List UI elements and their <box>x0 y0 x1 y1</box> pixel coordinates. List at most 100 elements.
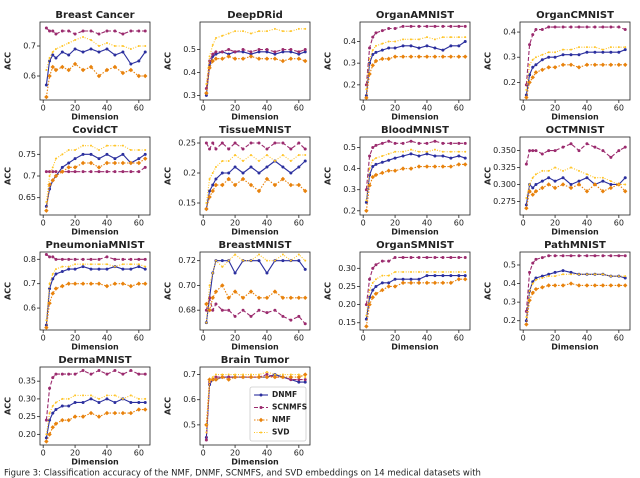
marker <box>288 374 294 380</box>
marker <box>524 95 529 100</box>
x-axis-label: Dimension <box>71 458 119 467</box>
marker <box>463 40 467 43</box>
marker <box>297 52 301 56</box>
marker <box>524 322 529 327</box>
x-tick-label: 60 <box>294 449 304 458</box>
y-tick-label: 0.4 <box>343 37 356 46</box>
marker <box>273 373 276 376</box>
marker <box>371 146 375 150</box>
series-line <box>205 141 306 151</box>
marker <box>401 277 405 281</box>
marker <box>60 29 64 33</box>
marker <box>121 45 124 47</box>
panel-title: PneumoniaMNIST <box>46 240 145 251</box>
series-line <box>525 283 626 325</box>
marker <box>433 274 437 278</box>
marker <box>577 149 581 153</box>
marker <box>367 71 372 77</box>
x-tick-label: 60 <box>614 219 624 228</box>
y-axis-label: ACC <box>4 282 13 300</box>
marker <box>417 141 421 145</box>
marker <box>534 257 538 261</box>
marker <box>380 56 385 62</box>
marker <box>89 29 93 33</box>
marker <box>97 45 100 47</box>
marker <box>280 58 286 64</box>
marker <box>51 255 55 259</box>
y-tick-label: 0.35 <box>18 377 36 386</box>
marker <box>211 43 214 46</box>
marker <box>105 47 109 51</box>
marker <box>137 149 140 151</box>
marker <box>449 255 453 259</box>
x-tick-label: 20 <box>70 219 80 228</box>
marker <box>113 394 116 397</box>
x-tick-label: 0 <box>361 334 366 343</box>
series-line <box>525 143 626 165</box>
marker <box>221 34 224 37</box>
marker <box>432 54 438 59</box>
marker <box>617 25 621 29</box>
marker <box>623 189 628 194</box>
marker <box>220 171 224 175</box>
marker <box>463 255 467 259</box>
marker <box>45 201 48 203</box>
series-line <box>365 41 466 96</box>
marker <box>540 256 544 260</box>
marker <box>104 283 110 289</box>
marker <box>380 287 385 293</box>
marker <box>409 277 413 281</box>
marker <box>432 280 438 286</box>
marker <box>129 267 133 271</box>
marker <box>73 47 77 51</box>
marker <box>88 160 94 166</box>
marker <box>394 40 397 43</box>
marker <box>97 170 101 174</box>
marker <box>72 165 78 170</box>
marker <box>281 314 285 318</box>
marker <box>214 375 218 379</box>
marker <box>280 295 286 301</box>
y-tick-label: 0.3 <box>343 59 356 68</box>
marker <box>608 283 614 288</box>
marker <box>60 283 65 289</box>
marker <box>73 372 77 376</box>
marker <box>257 141 261 145</box>
marker <box>570 48 573 51</box>
marker <box>226 295 231 301</box>
marker <box>60 404 64 408</box>
marker <box>402 150 405 153</box>
x-tick-label: 40 <box>422 334 432 343</box>
x-tick-label: 60 <box>134 449 144 458</box>
marker <box>241 308 245 312</box>
marker <box>67 397 70 400</box>
marker <box>44 170 48 174</box>
marker <box>281 141 285 145</box>
marker <box>624 183 627 186</box>
marker <box>214 302 218 306</box>
marker <box>463 277 468 282</box>
marker <box>440 164 446 169</box>
marker <box>561 269 565 273</box>
marker <box>534 276 538 280</box>
x-tick-label: 20 <box>550 334 560 343</box>
series-line <box>205 55 306 94</box>
marker <box>457 150 460 153</box>
marker <box>137 372 141 376</box>
panel-title: BloodMNIST <box>381 125 449 136</box>
marker <box>272 56 278 61</box>
y-tick-label: 0.20 <box>18 430 36 439</box>
series-line <box>45 145 146 203</box>
marker <box>273 160 276 162</box>
marker <box>257 48 261 52</box>
marker <box>592 62 598 67</box>
marker <box>289 373 292 376</box>
marker <box>400 280 406 286</box>
marker <box>425 255 429 259</box>
marker <box>136 281 142 286</box>
marker <box>73 157 77 161</box>
marker <box>48 412 51 415</box>
marker <box>402 270 405 273</box>
marker <box>373 172 379 178</box>
